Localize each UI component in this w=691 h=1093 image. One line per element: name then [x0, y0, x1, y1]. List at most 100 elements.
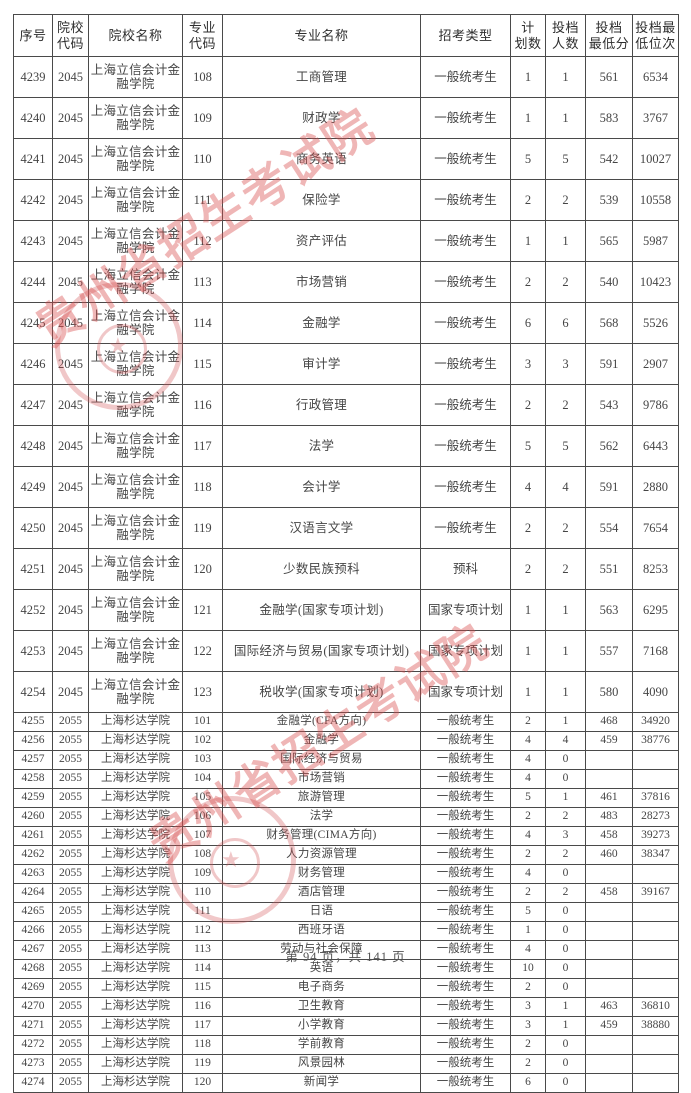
cell-school-name: 上海杉达学院	[88, 940, 183, 960]
cell-seq: 4243	[13, 220, 53, 262]
cell-min-score	[585, 864, 633, 884]
cell-major-code: 110	[182, 883, 223, 903]
cell-major-code: 104	[182, 769, 223, 789]
table-row: 4265 2055 上海杉达学院 111 日语 一般统考生 5 0	[13, 902, 679, 922]
cell-admitted-count: 2	[545, 507, 586, 549]
cell-major-code: 119	[182, 507, 223, 549]
cell-min-rank: 3767	[632, 97, 679, 139]
cell-min-rank	[632, 921, 679, 941]
cell-major-name: 学前教育	[222, 1035, 421, 1055]
cell-admitted-count: 0	[545, 902, 586, 922]
cell-major-name: 财务管理(CIMA方向)	[222, 826, 421, 846]
cell-min-rank: 9786	[632, 384, 679, 426]
cell-min-rank: 7168	[632, 630, 679, 672]
cell-admitted-count: 1	[545, 56, 586, 98]
cell-admitted-count: 1	[545, 712, 586, 732]
cell-school-code: 2055	[52, 731, 89, 751]
cell-admitted-count: 1	[545, 671, 586, 713]
admission-score-table: 序号 院校 代码 院校名称 专业 代码 专业名称 招考类型 计 划数 投档	[13, 14, 679, 1093]
cell-exam-type: 一般统考生	[420, 97, 511, 139]
header-line-1: 专业	[188, 20, 216, 36]
table-row: 4257 2055 上海杉达学院 103 国际经济与贸易 一般统考生 4 0	[13, 750, 679, 770]
table-row: 4240 2045 上海立信会计金融学院 109 财政学 一般统考生 1 1 583 3767	[13, 97, 679, 139]
table-row: 4251 2045 上海立信会计金融学院 120 少数民族预科 预科 2 2 551 8253	[13, 548, 679, 590]
header-line-2: 人数	[551, 35, 579, 51]
cell-exam-type: 一般统考生	[420, 220, 511, 262]
cell-plan-count: 5	[510, 138, 546, 180]
cell-school-code: 2055	[52, 997, 89, 1017]
cell-school-code: 2055	[52, 921, 89, 941]
table-row: 4267 2055 上海杉达学院 113 劳动与社会保障 一般统考生 4 0	[13, 940, 679, 960]
cell-school-name: 上海杉达学院	[88, 1035, 183, 1055]
cell-school-code: 2045	[52, 97, 89, 139]
cell-major-name: 新闻学	[222, 1073, 421, 1093]
cell-major-code: 123	[182, 671, 223, 713]
cell-min-rank: 38880	[632, 1016, 679, 1036]
table-row: 4261 2055 上海杉达学院 107 财务管理(CIMA方向) 一般统考生 4 3 458 3…	[13, 826, 679, 846]
cell-exam-type: 一般统考生	[420, 997, 511, 1017]
cell-major-code: 117	[182, 425, 223, 467]
cell-exam-type: 一般统考生	[420, 56, 511, 98]
cell-seq: 4249	[13, 466, 53, 508]
table-row: 4268 2055 上海杉达学院 114 英语 一般统考生 10 0	[13, 959, 679, 979]
cell-major-code: 115	[182, 978, 223, 998]
table-row: 4264 2055 上海杉达学院 110 酒店管理 一般统考生 2 2 458 39167	[13, 883, 679, 903]
cell-school-code: 2055	[52, 750, 89, 770]
cell-admitted-count: 3	[545, 343, 586, 385]
cell-admitted-count: 2	[545, 179, 586, 221]
cell-seq: 4272	[13, 1035, 53, 1055]
cell-major-code: 108	[182, 56, 223, 98]
cell-min-score	[585, 1035, 633, 1055]
cell-major-name: 资产评估	[222, 220, 421, 262]
cell-min-rank	[632, 1054, 679, 1074]
cell-seq: 4255	[13, 712, 53, 732]
cell-school-name: 上海立信会计金融学院	[88, 671, 183, 713]
cell-school-code: 2055	[52, 902, 89, 922]
table-row: 4242 2045 上海立信会计金融学院 111 保险学 一般统考生 2 2 539 10558	[13, 179, 679, 221]
header-line-2: 低位次	[635, 35, 676, 51]
cell-min-score	[585, 978, 633, 998]
cell-admitted-count: 2	[545, 548, 586, 590]
cell-major-name: 小学教育	[222, 1016, 421, 1036]
cell-school-code: 2055	[52, 769, 89, 789]
cell-school-code: 2045	[52, 630, 89, 672]
cell-major-name: 人力资源管理	[222, 845, 421, 865]
cell-plan-count: 4	[510, 466, 546, 508]
cell-major-name: 金融学	[222, 731, 421, 751]
cell-major-code: 114	[182, 302, 223, 344]
table-row: 4239 2045 上海立信会计金融学院 108 工商管理 一般统考生 1 1 561 6534	[13, 56, 679, 98]
cell-major-code: 109	[182, 864, 223, 884]
cell-school-code: 2055	[52, 864, 89, 884]
cell-admitted-count: 0	[545, 1073, 586, 1093]
cell-plan-count: 1	[510, 56, 546, 98]
cell-exam-type: 一般统考生	[420, 507, 511, 549]
cell-exam-type: 一般统考生	[420, 466, 511, 508]
cell-exam-type: 国家专项计划	[420, 589, 511, 631]
cell-plan-count: 1	[510, 630, 546, 672]
table-row: 4273 2055 上海杉达学院 119 风景园林 一般统考生 2 0	[13, 1054, 679, 1074]
cell-seq: 4264	[13, 883, 53, 903]
cell-seq: 4253	[13, 630, 53, 672]
cell-school-name: 上海立信会计金融学院	[88, 179, 183, 221]
cell-school-name: 上海立信会计金融学院	[88, 56, 183, 98]
cell-admitted-count: 3	[545, 826, 586, 846]
cell-seq: 4261	[13, 826, 53, 846]
cell-admitted-count: 2	[545, 807, 586, 827]
cell-major-code: 121	[182, 589, 223, 631]
cell-min-score: 551	[585, 548, 633, 590]
cell-major-name: 汉语言文学	[222, 507, 421, 549]
cell-min-rank: 5987	[632, 220, 679, 262]
cell-major-code: 119	[182, 1054, 223, 1074]
cell-major-code: 112	[182, 921, 223, 941]
cell-seq: 4258	[13, 769, 53, 789]
cell-school-name: 上海立信会计金融学院	[88, 384, 183, 426]
cell-school-code: 2045	[52, 548, 89, 590]
cell-school-code: 2045	[52, 671, 89, 713]
cell-school-name: 上海立信会计金融学院	[88, 425, 183, 467]
cell-min-score: 461	[585, 788, 633, 808]
cell-admitted-count: 2	[545, 261, 586, 303]
table-row: 4271 2055 上海杉达学院 117 小学教育 一般统考生 3 1 459 38880	[13, 1016, 679, 1036]
cell-exam-type: 一般统考生	[420, 845, 511, 865]
cell-major-code: 113	[182, 261, 223, 303]
cell-major-code: 111	[182, 179, 223, 221]
